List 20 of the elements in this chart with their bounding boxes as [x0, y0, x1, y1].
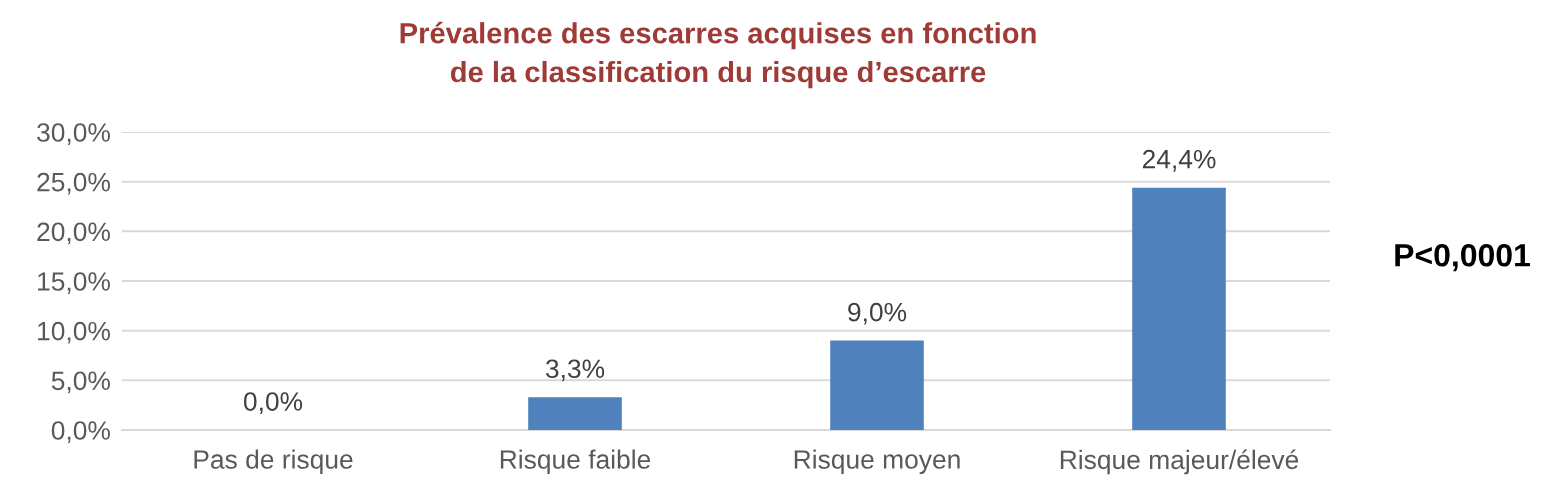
data-label: 3,3%: [545, 359, 605, 382]
y-tick-label: 30,0%: [37, 123, 110, 145]
bar: [830, 340, 924, 430]
x-tick-label: Risque majeur/élevé: [1060, 449, 1299, 475]
x-tick-label: Pas de risque: [194, 449, 353, 475]
x-tick-label: Risque faible: [500, 449, 651, 475]
chart-title: Prévalence des escarres acquises en fonction de la classification du risque d’escarre: [400, 21, 1036, 89]
data-label: 0,0%: [243, 392, 303, 415]
data-label: 9,0%: [848, 302, 907, 325]
text: P<0,0001: [1395, 243, 1530, 272]
bar: [1132, 187, 1226, 430]
data-label: 24,4%: [1142, 149, 1216, 172]
y-tick-label: 5,0%: [51, 371, 110, 394]
x-tick-label: Risque moyen: [794, 449, 960, 475]
y-tick-label: 15,0%: [38, 272, 110, 294]
y-tick-label: 10,0%: [38, 321, 110, 344]
bar: [528, 397, 622, 430]
y-tick-label: 0,0%: [51, 421, 110, 443]
y-tick-label: 20,0%: [37, 222, 110, 245]
y-tick-label: 25,0%: [37, 172, 110, 195]
